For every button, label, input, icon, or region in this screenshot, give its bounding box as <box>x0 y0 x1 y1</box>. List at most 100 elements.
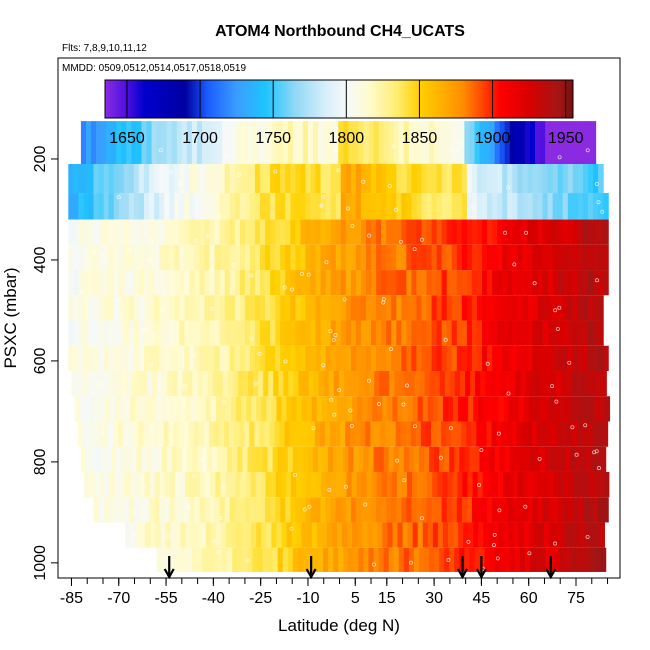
heatmap-cell <box>522 270 529 296</box>
colorbar-tick-label: 1800 <box>329 130 365 147</box>
heatmap-cell <box>313 446 319 472</box>
heatmap-cell <box>121 371 128 397</box>
heatmap-cell <box>129 471 136 498</box>
observation-point <box>283 359 288 364</box>
heatmap-cell <box>531 421 538 447</box>
heatmap-cell <box>340 345 347 372</box>
heatmap-cell <box>542 270 549 296</box>
heatmap-cell <box>275 345 281 372</box>
heatmap-cell <box>215 471 221 498</box>
heatmap-cell <box>426 320 433 346</box>
heatmap-cell <box>388 121 395 165</box>
heatmap-cell <box>159 471 166 498</box>
heatmap-cell <box>229 270 236 296</box>
heatmap-cell <box>503 396 510 422</box>
heatmap-cell <box>176 446 183 472</box>
heatmap-cell <box>189 270 196 296</box>
heatmap-cell <box>253 371 259 397</box>
heatmap-cell <box>343 446 349 472</box>
heatmap-cell <box>471 244 478 271</box>
heatmap-cell <box>532 219 539 245</box>
heatmap-cell <box>145 522 151 548</box>
heatmap-cell <box>78 295 85 321</box>
heatmap-cell <box>487 471 494 498</box>
heatmap-cell <box>476 345 483 372</box>
heatmap-cell <box>217 446 223 472</box>
heatmap-cell <box>363 121 370 165</box>
heatmap-cell <box>138 421 144 447</box>
heatmap-cell <box>224 219 231 245</box>
heatmap-cell <box>120 396 126 422</box>
heatmap-cell <box>593 345 599 372</box>
heatmap-cell <box>436 244 443 271</box>
heatmap-cell <box>580 547 587 572</box>
heatmap-cell <box>138 244 145 271</box>
heatmap-cell <box>123 164 130 194</box>
heatmap-cell <box>413 121 420 165</box>
heatmap-cell <box>557 345 564 372</box>
heatmap-cell <box>300 320 307 346</box>
heatmap-cell <box>363 547 370 572</box>
heatmap-cell <box>340 320 347 346</box>
heatmap-cell <box>562 270 569 296</box>
observation-point <box>457 140 462 145</box>
heatmap-cell <box>487 164 493 194</box>
heatmap-cell <box>486 421 493 447</box>
x-tick-label: 5 <box>351 590 360 607</box>
heatmap-cell <box>555 121 561 165</box>
heatmap-cell <box>249 295 256 321</box>
heatmap-cell <box>558 522 565 548</box>
heatmap-cell <box>403 446 410 472</box>
dates-label: MMDD: 0509,0512,0514,0517,0518,0519 <box>62 63 246 74</box>
heatmap-cell <box>151 121 158 165</box>
heatmap-cell <box>446 193 453 220</box>
heatmap-cell <box>403 547 410 572</box>
heatmap-cell <box>261 396 267 422</box>
heatmap-cell <box>386 320 392 346</box>
heatmap-cell <box>360 295 367 321</box>
heatmap-cell <box>456 320 463 346</box>
heatmap-cell <box>587 193 594 220</box>
heatmap-cell <box>456 497 463 523</box>
heatmap-cell <box>593 295 599 321</box>
heatmap-cell <box>476 164 483 194</box>
heatmap-cell <box>106 446 112 472</box>
heatmap-cell <box>189 164 196 194</box>
heatmap-cell <box>376 295 382 321</box>
heatmap-cell <box>318 121 324 165</box>
heatmap-cell <box>545 547 551 572</box>
heatmap-cell <box>484 446 491 472</box>
heatmap-cell <box>557 164 564 194</box>
heatmap-cell <box>330 497 337 523</box>
heatmap-cell <box>411 320 418 346</box>
heatmap-cell <box>348 121 354 165</box>
heatmap-cell <box>507 270 513 296</box>
heatmap-cell <box>89 396 96 422</box>
heatmap-cell <box>93 244 100 271</box>
heatmap-cell <box>399 371 406 397</box>
heatmap-cell <box>143 244 150 271</box>
heatmap-cell <box>191 121 198 165</box>
observation-point <box>377 402 381 406</box>
heatmap-cell <box>114 471 120 498</box>
heatmap-cell <box>254 497 261 523</box>
heatmap-cell <box>416 164 423 194</box>
heatmap-cell <box>543 471 549 498</box>
observation-point <box>328 329 333 334</box>
observation-point <box>249 336 254 341</box>
heatmap-cell <box>138 497 145 523</box>
heatmap-cell <box>325 244 332 271</box>
heatmap-cell <box>449 446 455 472</box>
heatmap-cell <box>547 219 554 245</box>
heatmap-cell <box>444 121 450 165</box>
heatmap-cell <box>254 320 261 346</box>
heatmap-cell <box>123 295 130 321</box>
heatmap-cell <box>386 295 392 321</box>
heatmap-cell <box>454 446 460 472</box>
heatmap-cell <box>193 421 200 447</box>
heatmap-cell <box>519 121 526 165</box>
heatmap-cell <box>579 522 585 548</box>
heatmap-cell <box>419 371 426 397</box>
heatmap-cell <box>102 421 109 447</box>
heatmap-cell <box>108 295 115 321</box>
